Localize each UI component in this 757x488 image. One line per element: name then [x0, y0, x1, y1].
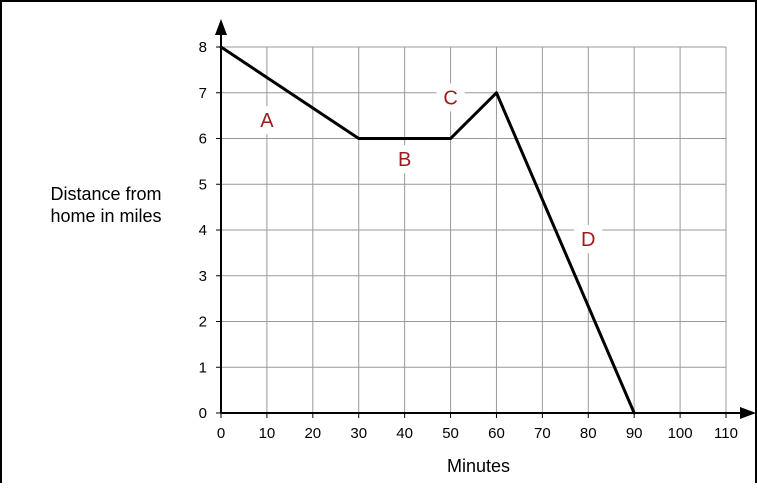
x-tick-label: 110: [714, 425, 738, 442]
y-tick-label: 4: [199, 222, 207, 239]
x-tick-label: 60: [488, 425, 505, 442]
y-tick-label: 5: [199, 176, 207, 193]
grid: [221, 47, 726, 413]
y-tick-label: 3: [199, 268, 207, 285]
segment-label-a: A: [260, 110, 274, 132]
y-tick-label: 2: [199, 314, 207, 331]
x-tick-label: 10: [259, 425, 276, 442]
x-tick-label: 80: [580, 425, 597, 442]
x-tick-label: 90: [626, 425, 643, 442]
y-axis-label-line: Distance from: [50, 184, 161, 204]
x-axis-label: Minutes: [447, 456, 510, 476]
x-tick-label: 30: [350, 425, 367, 442]
y-tick-label: 6: [199, 131, 207, 148]
x-tick-label: 50: [442, 425, 459, 442]
y-axis-label-line: home in miles: [50, 206, 161, 226]
y-axis-arrow: [215, 19, 227, 35]
tick-labels: 0 10 20 30 40 50 60 70 80 90 100 110 0 1 2 3 4 5 6 7 8: [199, 39, 738, 442]
x-tick-label: 70: [534, 425, 551, 442]
x-tick-label: 20: [304, 425, 321, 442]
annotations: A B C D: [253, 83, 602, 253]
segment-label-d: D: [581, 229, 595, 251]
segment-label-b: B: [398, 149, 411, 171]
x-tick-label: 40: [396, 425, 413, 442]
axes: [215, 19, 755, 419]
segment-label-c: C: [443, 87, 457, 109]
y-tick-label: 8: [199, 39, 207, 56]
x-axis-arrow: [740, 407, 755, 419]
y-tick-label: 0: [199, 405, 207, 422]
y-tick-label: 7: [199, 85, 207, 102]
x-tick-label: 100: [668, 425, 693, 442]
y-tick-label: 1: [199, 359, 207, 376]
x-tick-label: 0: [217, 425, 225, 442]
